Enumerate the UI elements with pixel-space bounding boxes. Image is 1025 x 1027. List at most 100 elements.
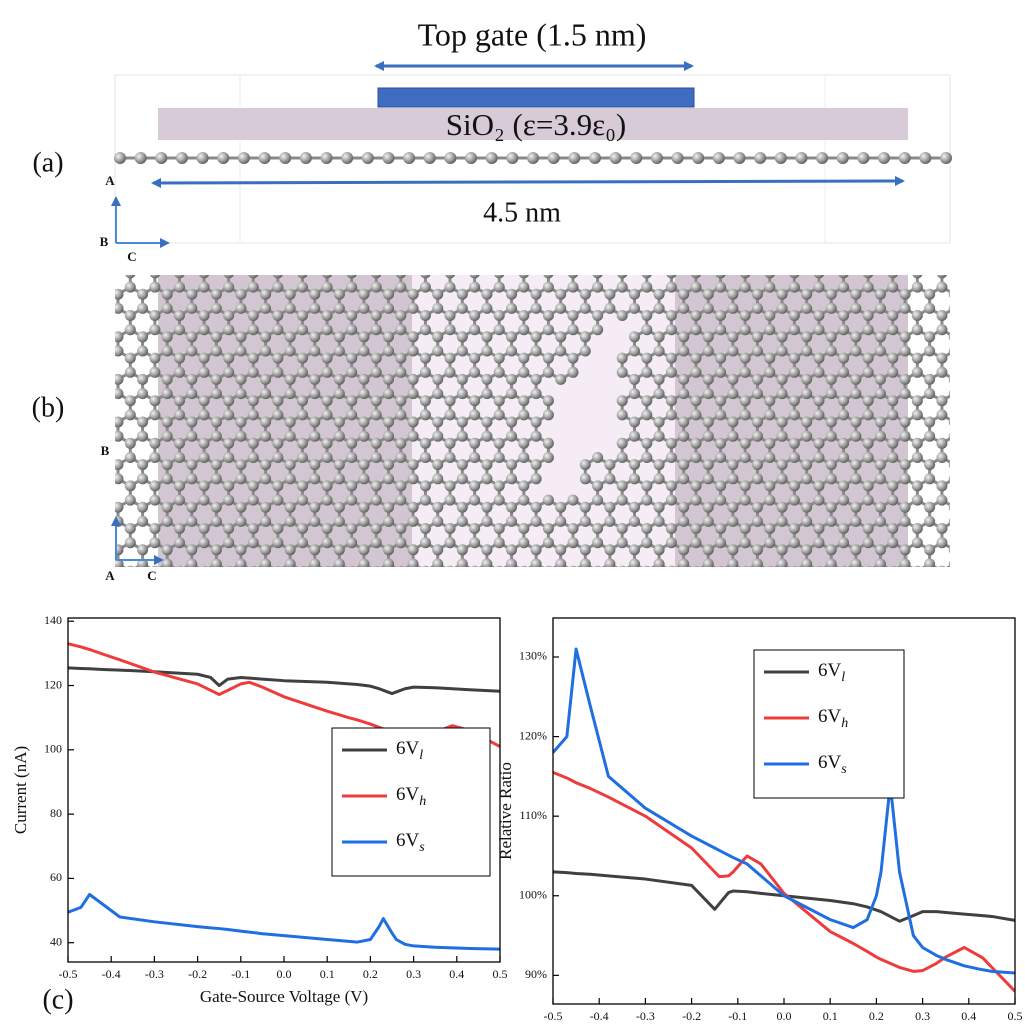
- bond: [967, 500, 979, 507]
- atom: [936, 275, 948, 279]
- atom: [88, 502, 99, 513]
- bond: [241, 607, 253, 614]
- atom: [321, 494, 333, 506]
- atom: [764, 580, 775, 591]
- bond: [745, 245, 757, 252]
- atom: [358, 288, 370, 300]
- atom: [113, 601, 124, 612]
- bond: [979, 266, 991, 273]
- atom: [506, 152, 519, 164]
- atom: [423, 152, 436, 164]
- bond: [979, 372, 991, 379]
- atom: [88, 559, 99, 570]
- bond: [967, 394, 979, 401]
- atom: [973, 459, 984, 470]
- atom: [604, 501, 616, 513]
- bond: [1003, 394, 1015, 401]
- atom: [703, 260, 714, 271]
- bond: [106, 266, 118, 273]
- atom: [776, 459, 788, 471]
- atom: [309, 473, 321, 485]
- atom: [321, 281, 333, 293]
- atom: [671, 152, 684, 164]
- atom: [530, 416, 542, 428]
- bond: [880, 585, 892, 592]
- atom: [456, 373, 468, 385]
- atom: [260, 473, 272, 485]
- atom: [444, 352, 456, 364]
- atom: [838, 275, 849, 279]
- atom: [986, 452, 997, 463]
- atom: [924, 331, 936, 343]
- bond: [401, 607, 413, 614]
- atom: [764, 352, 776, 364]
- atom: [654, 587, 665, 598]
- atom: [998, 601, 1009, 612]
- bond: [794, 266, 806, 273]
- atom: [1010, 267, 1021, 278]
- bond: [979, 308, 991, 315]
- atom: [174, 580, 185, 591]
- atom: [825, 459, 837, 471]
- bond: [266, 245, 278, 252]
- atom: [272, 352, 284, 364]
- atom: [309, 601, 320, 612]
- atom: [137, 373, 149, 385]
- atom: [518, 580, 529, 591]
- atom: [518, 608, 529, 619]
- atom: [469, 324, 481, 336]
- atom: [260, 459, 272, 471]
- bond: [770, 585, 782, 592]
- atom: [333, 373, 345, 385]
- atom: [961, 537, 972, 548]
- bond: [93, 564, 105, 571]
- bond: [167, 585, 179, 592]
- atom: [309, 544, 321, 556]
- atom: [530, 373, 542, 385]
- atom: [284, 416, 296, 428]
- atom: [850, 587, 861, 598]
- atom: [173, 537, 185, 549]
- bond: [1003, 308, 1015, 315]
- atom: [346, 324, 358, 336]
- atom: [149, 523, 161, 534]
- bond: [967, 372, 979, 379]
- atom: [383, 501, 395, 513]
- bond: [979, 521, 991, 528]
- atom: [739, 480, 751, 492]
- atom: [444, 366, 456, 378]
- atom: [518, 366, 530, 378]
- atom: [88, 544, 99, 555]
- bond: [991, 521, 1003, 528]
- atom: [76, 452, 87, 463]
- atom: [641, 494, 653, 506]
- bond: [401, 245, 413, 252]
- bond: [1016, 500, 1025, 507]
- atom: [629, 601, 640, 612]
- atom: [665, 352, 677, 364]
- atom: [248, 275, 259, 279]
- bond: [302, 245, 314, 252]
- atom: [653, 473, 665, 485]
- bond: [462, 607, 474, 614]
- atom: [961, 282, 972, 293]
- atom: [838, 395, 850, 407]
- atom: [727, 288, 739, 300]
- atom: [838, 281, 850, 293]
- length-arrow: [151, 176, 905, 188]
- bond: [819, 585, 831, 592]
- bond: [81, 415, 93, 422]
- atom: [899, 501, 911, 513]
- atom: [125, 275, 136, 279]
- bond: [81, 308, 93, 315]
- bond: [106, 607, 118, 614]
- atom: [370, 409, 382, 421]
- atom: [801, 260, 812, 271]
- atom: [432, 558, 444, 567]
- atom: [395, 281, 407, 293]
- atom: [702, 459, 714, 471]
- atom: [813, 366, 825, 378]
- atom: [776, 373, 788, 385]
- atom: [542, 310, 554, 321]
